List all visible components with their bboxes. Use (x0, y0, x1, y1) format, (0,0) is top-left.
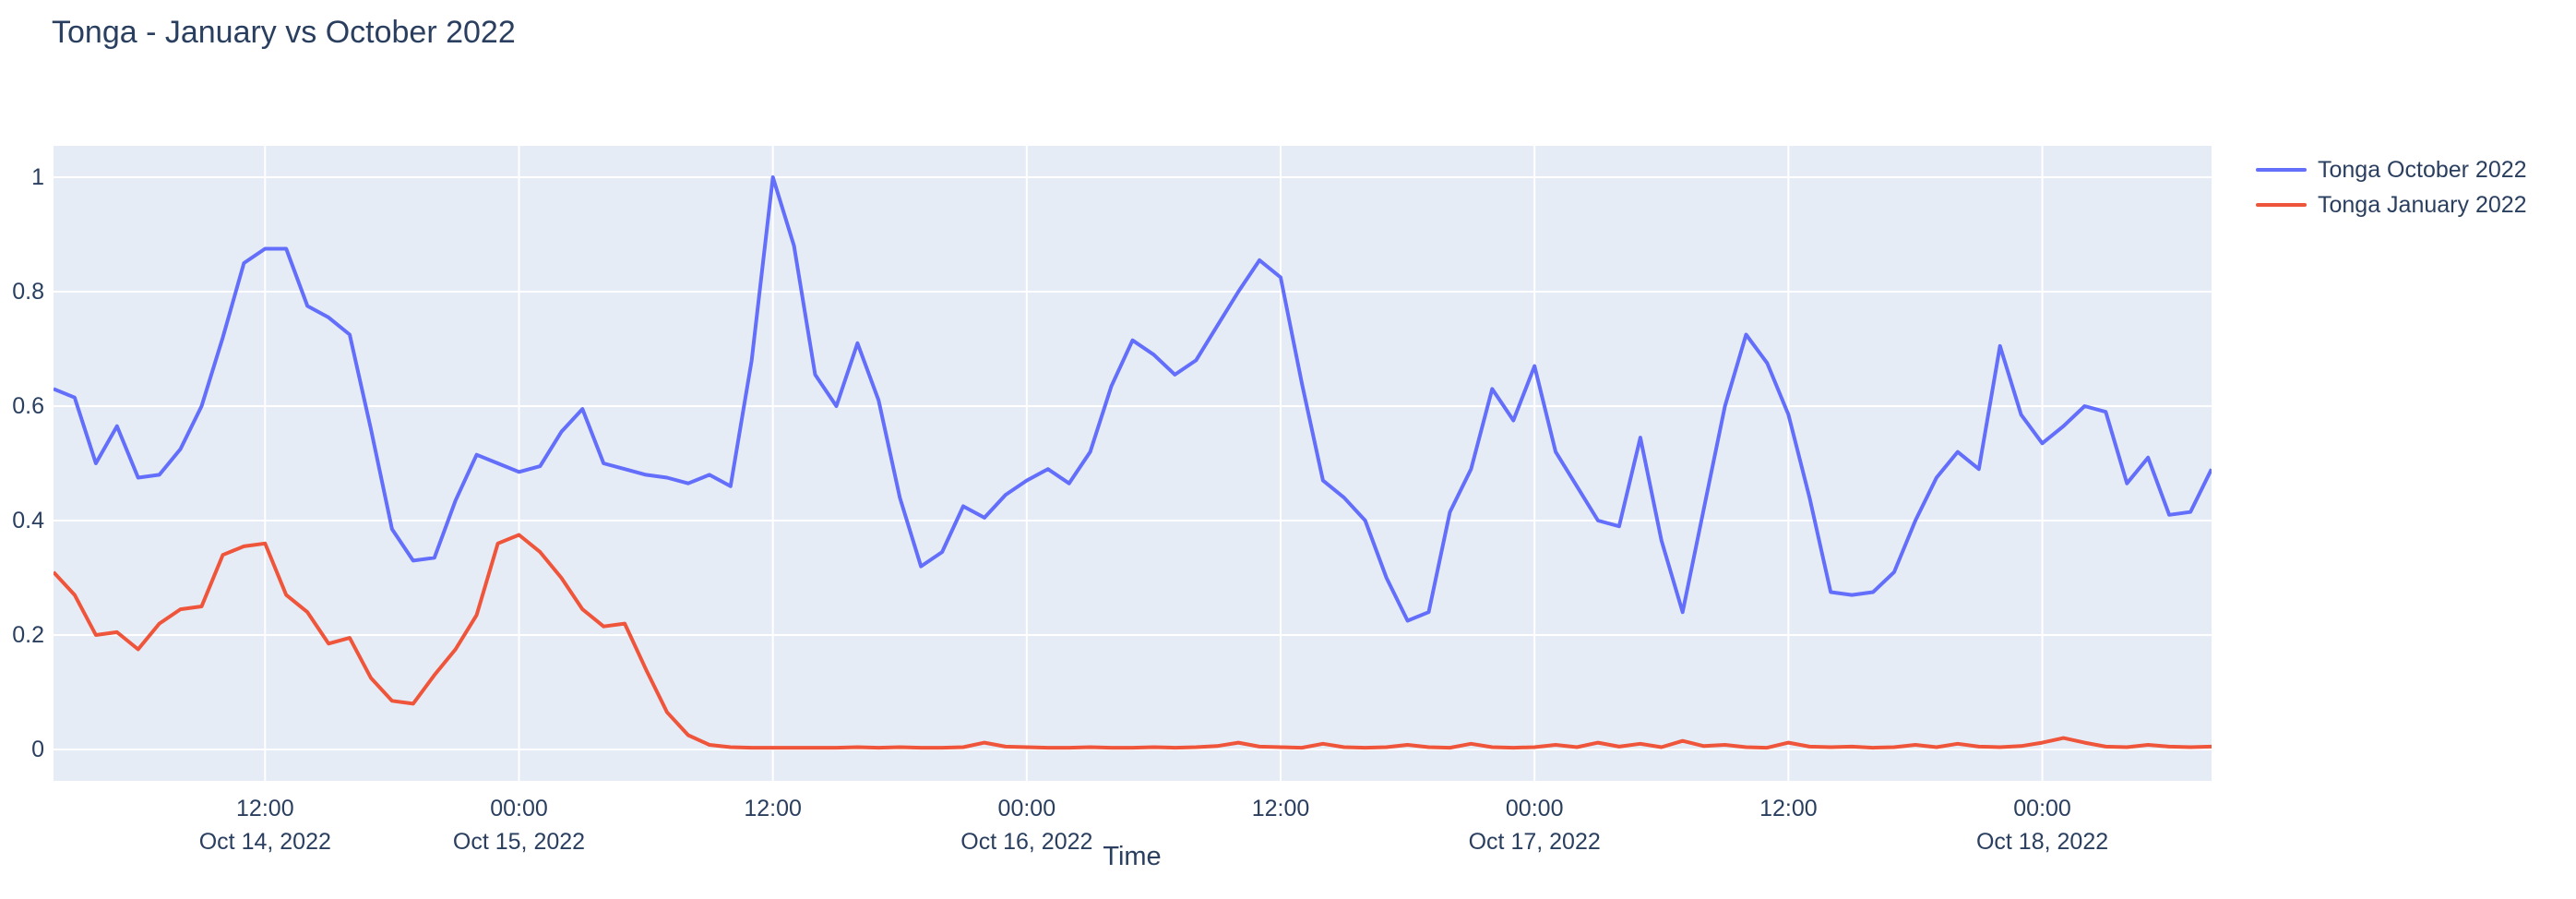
series-line-tonga-october-2022[interactable] (54, 175, 2212, 623)
x-tick-label: 12:00 (1251, 796, 1310, 821)
y-tick-label: 0.2 (12, 622, 44, 648)
legend-item-january[interactable]: Tonga January 2022 (2256, 187, 2527, 222)
x-tick-label: 12:00 (1759, 796, 1818, 821)
october-line-swatch-icon (2256, 168, 2307, 172)
legend-item-october[interactable]: Tonga October 2022 (2256, 152, 2527, 187)
y-tick-label: 1 (31, 164, 44, 190)
x-tick-label: 00:00 Oct 17, 2022 (1468, 796, 1601, 855)
y-tick-label: 0.4 (12, 508, 44, 533)
chart-canvas[interactable] (54, 146, 2212, 781)
x-tick-label: 00:00 Oct 16, 2022 (960, 796, 1093, 855)
x-tick-label: 00:00 Oct 18, 2022 (1975, 796, 2109, 855)
y-tick-label: 0 (31, 737, 44, 762)
x-axis-title: Time (1103, 842, 1162, 871)
plot-area[interactable] (54, 146, 2212, 781)
legend-label-january: Tonga January 2022 (2318, 191, 2527, 218)
x-tick-label: 12:00 (744, 796, 802, 821)
y-tick-label: 0.8 (12, 279, 44, 305)
chart-title: Tonga - January vs October 2022 (52, 15, 516, 50)
january-line-swatch-icon (2256, 203, 2307, 207)
x-tick-label: 12:00 Oct 14, 2022 (198, 796, 331, 855)
y-tick-label: 0.6 (12, 393, 44, 419)
legend-label-october: Tonga October 2022 (2318, 156, 2527, 183)
legend: Tonga October 2022 Tonga January 2022 (2256, 152, 2527, 222)
x-tick-label: 00:00 Oct 15, 2022 (452, 796, 586, 855)
series-line-tonga-january-2022[interactable] (54, 533, 2212, 750)
